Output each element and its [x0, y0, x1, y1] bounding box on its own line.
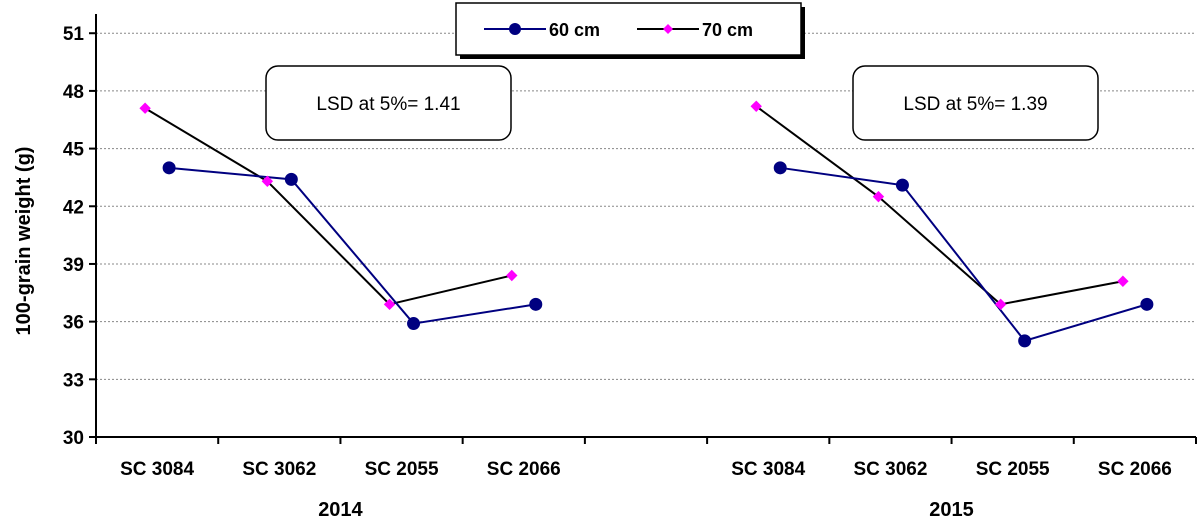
legend-label: 60 cm [549, 20, 600, 40]
lsd-annotation-box [852, 65, 1099, 141]
y-tick-label: 30 [63, 428, 84, 449]
data-point-circle [895, 178, 909, 192]
series-line-60-cm [169, 166, 536, 325]
x-tick-label: SC 2055 [365, 459, 439, 480]
data-point-circle [1018, 334, 1032, 348]
y-axis-title: 100-grain weight (g) [13, 147, 35, 336]
y-tick-label: 33 [63, 370, 84, 391]
data-point-diamond [383, 298, 396, 311]
data-point-circle [407, 317, 421, 331]
x-tick-label: SC 3084 [731, 459, 805, 480]
legend: 60 cm 70 cm [455, 2, 805, 59]
x-tick-label: SC 3062 [242, 459, 316, 480]
y-tick-label: 45 [63, 140, 85, 161]
group-label: 2015 [929, 499, 974, 521]
data-point-diamond [1117, 275, 1129, 287]
legend-marker-diamond [663, 24, 673, 34]
data-point-circle [773, 161, 787, 175]
tick-labels: 30 33 36 39 42 45 48 51 SC 3084 SC 3062 SC 2055 SC … [63, 24, 1172, 521]
y-tick-label: 48 [63, 82, 84, 103]
data-point-diamond [750, 100, 762, 112]
group-label: 2014 [318, 499, 363, 521]
data-point-diamond [261, 175, 274, 187]
data-point-circle [1140, 297, 1154, 311]
lsd-annotation-box [265, 65, 512, 141]
annotations: LSD at 5%= 1.41 LSD at 5%= 1.39 [265, 65, 1099, 141]
x-tick-label: SC 3084 [120, 459, 194, 480]
data-point-diamond [506, 269, 518, 282]
lsd-annotation-text: LSD at 5%= 1.39 [903, 94, 1047, 115]
x-tick-label: SC 3062 [853, 459, 927, 480]
y-tick-label: 39 [63, 255, 84, 276]
legend-label: 70 cm [702, 20, 753, 40]
data-point-diamond [872, 190, 885, 203]
data-point-diamond [994, 298, 1007, 311]
legend-marker-circle [509, 23, 521, 35]
axes [89, 14, 1197, 444]
x-tick-label: SC 2066 [1098, 459, 1172, 480]
data-point-diamond [139, 102, 151, 114]
lsd-annotation-text: LSD at 5%= 1.41 [316, 94, 460, 115]
y-tick-label: 42 [63, 197, 84, 218]
y-tick-label: 51 [63, 24, 85, 45]
series-line-70-cm [755, 105, 1124, 306]
data-point-circle [529, 297, 543, 311]
series-line-70-cm [144, 107, 513, 306]
x-tick-label: SC 2066 [487, 459, 561, 480]
series-line-60-cm [780, 166, 1148, 343]
x-tick-label: SC 2055 [976, 459, 1050, 480]
data-point-circle [162, 161, 176, 175]
data-point-circle [284, 172, 298, 186]
y-tick-label: 36 [63, 313, 84, 334]
series-lines [139, 100, 1154, 348]
